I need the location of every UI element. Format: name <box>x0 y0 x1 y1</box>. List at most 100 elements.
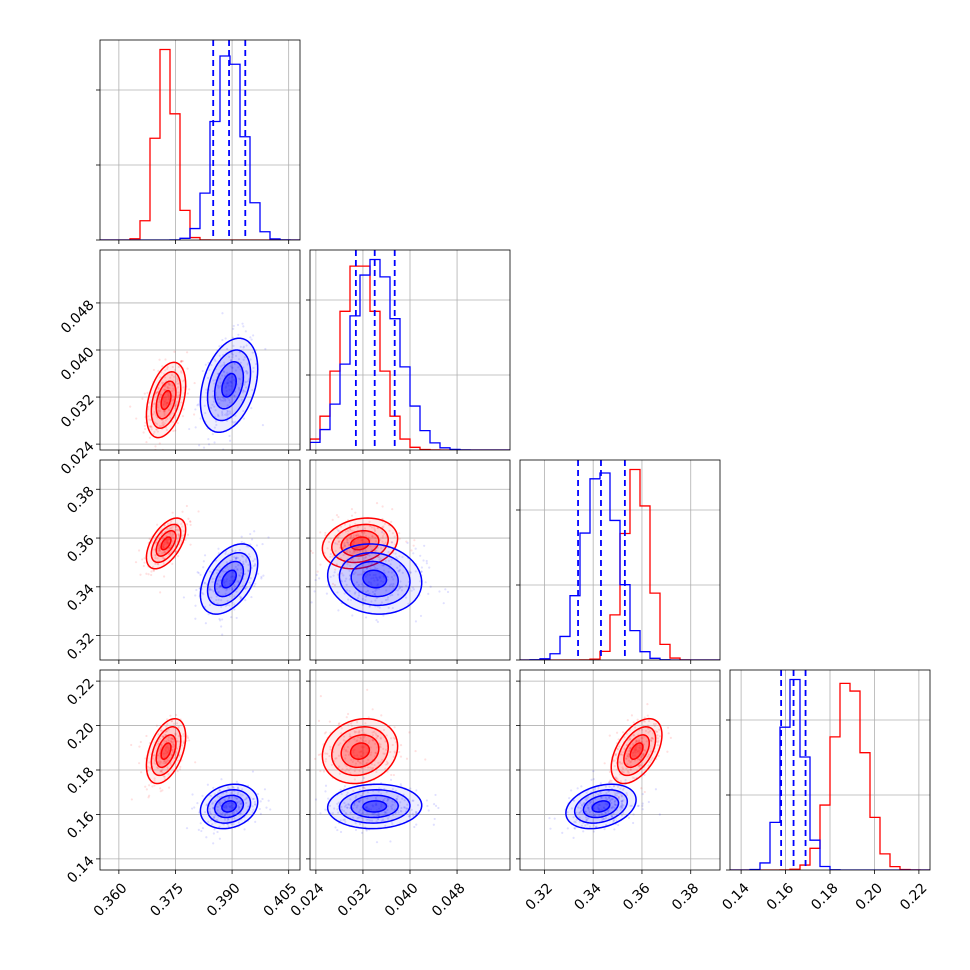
sample-point <box>165 730 169 733</box>
sample-point <box>163 551 166 554</box>
sample-point <box>406 803 409 806</box>
sample-point <box>230 801 233 805</box>
sample-point <box>340 572 344 575</box>
sample-point <box>442 602 445 605</box>
sample-point <box>221 364 224 367</box>
sample-point <box>349 811 352 814</box>
sample-point <box>387 551 390 554</box>
sample-point <box>627 759 631 762</box>
sample-point <box>629 804 632 808</box>
sample-point <box>340 808 344 811</box>
sample-point <box>629 768 632 771</box>
sample-point <box>361 539 364 542</box>
sample-point <box>227 384 230 387</box>
sample-point <box>358 822 362 826</box>
sample-point <box>168 383 172 386</box>
sample-point <box>329 748 332 751</box>
sample-point <box>621 799 624 803</box>
sample-point <box>354 571 357 574</box>
sample-point <box>208 368 211 371</box>
contour-series-0 <box>155 529 177 557</box>
sample-point <box>201 794 204 797</box>
sample-point <box>162 546 165 549</box>
sample-point <box>285 550 287 552</box>
sample-point <box>149 425 152 428</box>
sample-point <box>147 407 150 411</box>
sample-point <box>338 530 341 533</box>
sample-point <box>343 801 346 805</box>
sample-point <box>154 763 157 766</box>
sample-point <box>620 814 624 817</box>
sample-point <box>176 422 179 425</box>
sample-point <box>167 748 170 751</box>
sample-point <box>649 730 652 733</box>
sample-point <box>566 811 569 814</box>
sample-point <box>269 808 272 811</box>
sample-point <box>210 596 213 599</box>
sample-point <box>352 534 356 537</box>
sample-point <box>170 520 173 523</box>
sample-point <box>237 358 241 361</box>
contour-series-1 <box>199 543 259 615</box>
sample-point <box>366 688 369 691</box>
sample-point <box>641 792 644 796</box>
sample-point <box>213 441 216 444</box>
sample-point <box>163 410 167 413</box>
sample-point <box>246 363 249 366</box>
sample-point <box>390 576 394 579</box>
sample-point <box>231 356 234 359</box>
sample-point <box>575 811 578 814</box>
sample-point <box>336 529 340 532</box>
sample-point <box>429 585 432 588</box>
sample-point <box>345 541 349 544</box>
sample-point <box>167 736 170 739</box>
sample-point <box>389 594 392 597</box>
sample-point <box>228 439 232 442</box>
sample-point <box>226 599 229 602</box>
sample-point <box>169 739 173 743</box>
sample-point <box>641 802 644 805</box>
sample-point <box>333 583 336 587</box>
sample-point <box>252 564 255 568</box>
sample-point <box>573 799 576 802</box>
sample-point <box>177 394 181 397</box>
sample-point <box>248 555 251 558</box>
sample-point <box>182 386 185 389</box>
sample-point <box>386 763 389 766</box>
sample-point <box>166 746 170 749</box>
sample-point <box>383 797 386 800</box>
sample-point <box>637 740 641 743</box>
sample-point <box>579 810 583 813</box>
sample-point <box>235 616 238 620</box>
sample-point <box>229 365 232 368</box>
sample-point <box>434 793 437 797</box>
sample-point <box>160 394 163 397</box>
contour-series-1 <box>221 569 237 589</box>
sample-point <box>380 819 383 822</box>
sample-point <box>568 797 571 800</box>
sample-point <box>234 549 237 552</box>
sample-point <box>393 737 396 740</box>
sample-point <box>370 583 373 586</box>
sample-point <box>398 750 401 754</box>
sample-point <box>371 548 374 552</box>
sample-point <box>241 555 245 558</box>
sample-point <box>163 411 166 415</box>
sample-point <box>237 333 240 336</box>
sample-point <box>592 806 595 810</box>
sample-point <box>159 770 162 773</box>
sample-point <box>337 609 340 612</box>
sample-point <box>626 719 629 722</box>
contour-series-0 <box>145 717 187 785</box>
sample-point <box>375 734 378 737</box>
sample-point <box>374 536 377 540</box>
sample-point <box>151 785 154 788</box>
sample-point <box>639 755 642 758</box>
sample-point <box>347 753 351 756</box>
sample-point <box>626 754 629 758</box>
sample-point <box>655 730 658 733</box>
sample-point <box>393 535 396 538</box>
sample-point <box>210 794 213 798</box>
sample-point <box>383 522 387 525</box>
sample-point <box>177 382 180 385</box>
